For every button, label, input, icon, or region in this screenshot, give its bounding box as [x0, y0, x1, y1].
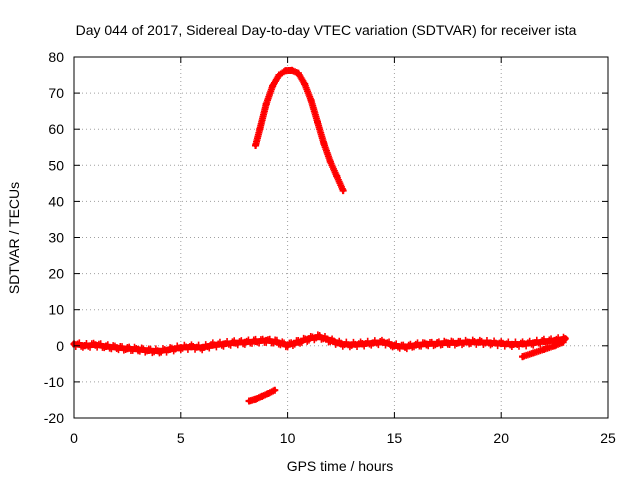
- x-axis-label: GPS time / hours: [287, 458, 394, 474]
- data-point: [369, 339, 377, 347]
- data-point: [519, 340, 527, 348]
- data-point: [102, 343, 110, 351]
- y-axis-label: SDTVAR / TECUs: [6, 182, 22, 294]
- data-point: [275, 71, 283, 79]
- data-point: [166, 345, 174, 353]
- x-tick-label: 10: [280, 430, 296, 446]
- data-point: [320, 140, 328, 148]
- data-point: [256, 125, 264, 133]
- data-point: [326, 158, 334, 166]
- data-point: [155, 347, 163, 355]
- data-point: [294, 69, 302, 77]
- data-point: [123, 345, 131, 353]
- data-point: [422, 340, 430, 348]
- data-point: [326, 336, 334, 344]
- data-point: [245, 397, 253, 405]
- y-tick-label: 20: [48, 266, 64, 282]
- y-tick-label: -20: [44, 410, 64, 426]
- data-point: [497, 340, 505, 348]
- data-point: [288, 66, 296, 74]
- y-tick-label: 80: [48, 49, 64, 65]
- data-point: [348, 341, 356, 349]
- data-point: [187, 343, 195, 351]
- y-tick-label: 10: [48, 302, 64, 318]
- data-point: [220, 340, 228, 348]
- data-point: [390, 342, 398, 350]
- x-tick-label: 5: [177, 430, 185, 446]
- data-point: [540, 337, 548, 345]
- data-point: [454, 339, 462, 347]
- data-point: [476, 338, 484, 346]
- y-tick-label: 70: [48, 85, 64, 101]
- x-tick-label: 25: [600, 430, 616, 446]
- data-point: [198, 344, 206, 352]
- data-point: [358, 340, 366, 348]
- data-point: [262, 100, 270, 108]
- data-point: [284, 341, 292, 349]
- data-point: [241, 338, 249, 346]
- y-tick-label: 40: [48, 193, 64, 209]
- y-tick-label: 30: [48, 230, 64, 246]
- data-point: [262, 336, 270, 344]
- data-point: [281, 67, 289, 75]
- data-point: [145, 346, 153, 354]
- data-point: [294, 338, 302, 346]
- data-point: [540, 345, 548, 353]
- data-point: [316, 333, 324, 341]
- data-point: [465, 338, 473, 346]
- grid-layer: [74, 57, 608, 418]
- data-point: [264, 389, 272, 397]
- data-point: [314, 118, 322, 126]
- data-point: [230, 339, 238, 347]
- y-tick-label: 50: [48, 157, 64, 173]
- data-point: [339, 187, 347, 195]
- data-point: [113, 344, 121, 352]
- data-point: [561, 335, 569, 343]
- data-point: [333, 172, 341, 180]
- x-tick-label: 20: [493, 430, 509, 446]
- data-point: [529, 349, 537, 357]
- data-point: [444, 339, 452, 347]
- data-point: [401, 343, 409, 351]
- data-point: [301, 80, 309, 88]
- data-point: [529, 339, 537, 347]
- data-point: [291, 340, 299, 348]
- y-tick-label: 0: [56, 338, 64, 354]
- data-point: [271, 386, 279, 394]
- data-point: [305, 335, 313, 343]
- data-point: [433, 340, 441, 348]
- plot-layer: [70, 66, 569, 405]
- data-point: [252, 141, 260, 149]
- data-point: [269, 82, 277, 90]
- data-point: [551, 342, 559, 350]
- data-point: [412, 341, 420, 349]
- data-point: [258, 392, 266, 400]
- data-point: [209, 341, 217, 349]
- x-tick-label: 15: [387, 430, 403, 446]
- x-tick-label: 0: [70, 430, 78, 446]
- data-point: [337, 340, 345, 348]
- data-point: [307, 96, 315, 104]
- chart-title: Day 044 of 2017, Sidereal Day-to-day VTE…: [76, 22, 577, 38]
- data-point: [380, 338, 388, 346]
- data-point: [273, 338, 281, 346]
- data-point: [559, 338, 567, 346]
- data-point: [177, 344, 185, 352]
- data-point: [487, 339, 495, 347]
- data-point: [91, 341, 99, 349]
- data-point: [508, 340, 516, 348]
- y-tick-label: 60: [48, 121, 64, 137]
- data-point: [252, 395, 260, 403]
- data-point: [519, 353, 527, 361]
- tick-layer: 0 5 10 15 20 25 -20 -10 0 10 20 30 40 50 60 70 80: [44, 49, 616, 446]
- data-point: [252, 337, 260, 345]
- data-point: [134, 345, 142, 353]
- data-point: [81, 342, 89, 350]
- y-tick-label: -10: [44, 374, 64, 390]
